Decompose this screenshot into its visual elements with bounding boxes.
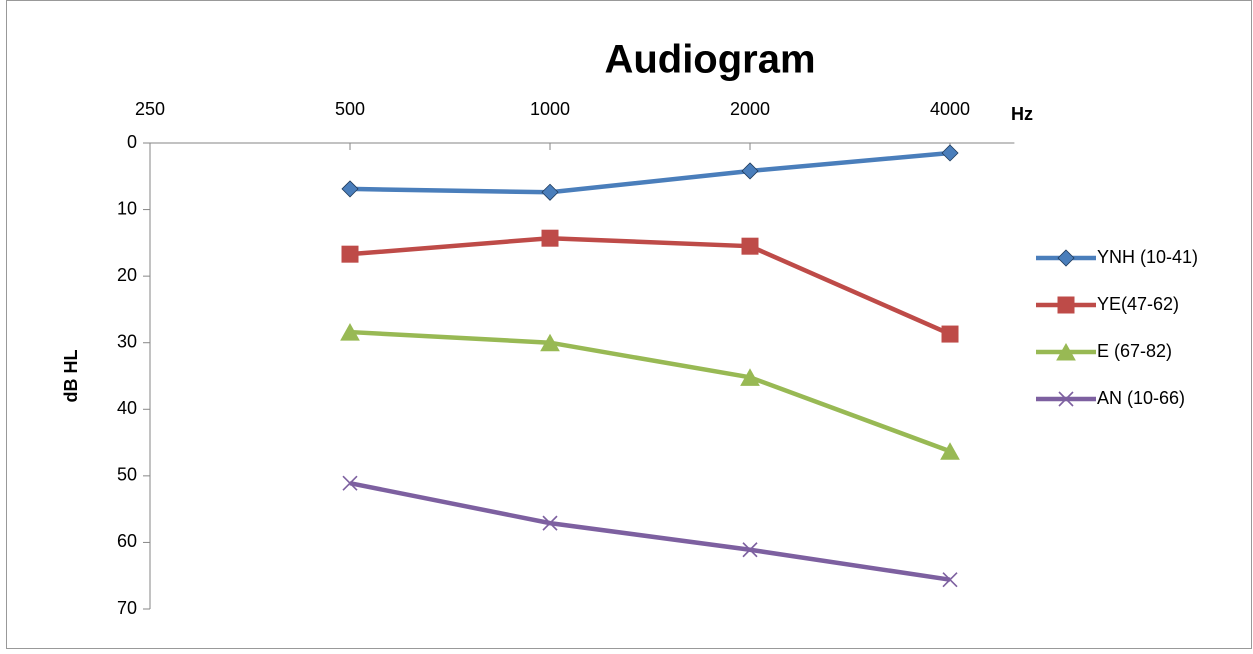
x-tick-label: 1000 bbox=[530, 99, 570, 119]
chart-border bbox=[6, 0, 1252, 649]
series-line bbox=[349, 329, 951, 454]
x-tick-label: 4000 bbox=[930, 99, 970, 119]
series-line bbox=[349, 235, 951, 337]
y-axis-label: dB HL bbox=[61, 350, 81, 403]
marker bbox=[540, 333, 560, 352]
series-line bbox=[349, 150, 951, 195]
y-tick-label: 40 bbox=[117, 398, 137, 418]
legend-label: YE(47-62) bbox=[1097, 294, 1179, 314]
marker bbox=[1056, 342, 1076, 361]
y-tick-label: 50 bbox=[117, 465, 137, 485]
legend-label: E (67-82) bbox=[1097, 341, 1172, 361]
legend: YNH (10-41) YE(47-62) E (67-82) AN (10-6… bbox=[1097, 247, 1198, 408]
marker bbox=[942, 572, 958, 588]
marker bbox=[341, 245, 359, 263]
x-tick-label: 500 bbox=[335, 99, 365, 119]
marker bbox=[740, 368, 760, 386]
y-tick-label: 10 bbox=[117, 198, 137, 218]
marker bbox=[741, 162, 759, 180]
x-axis-label: Hz bbox=[1011, 104, 1033, 124]
legend-label: AN (10-66) bbox=[1097, 388, 1185, 408]
legend-label: YNH (10-41) bbox=[1097, 247, 1198, 267]
x-tick-label: 250 bbox=[135, 99, 165, 119]
x-tick-label: 2000 bbox=[730, 99, 770, 119]
marker bbox=[341, 180, 359, 198]
marker bbox=[1057, 296, 1075, 314]
marker bbox=[1058, 391, 1074, 407]
marker bbox=[940, 442, 960, 460]
y-tick-label: 60 bbox=[117, 531, 137, 551]
marker bbox=[542, 515, 558, 531]
marker bbox=[342, 475, 358, 491]
marker bbox=[340, 323, 360, 341]
marker bbox=[541, 183, 559, 201]
marker bbox=[541, 229, 559, 247]
y-tick-label: 0 bbox=[127, 132, 137, 152]
marker bbox=[1057, 249, 1075, 267]
marker bbox=[941, 325, 959, 343]
y-tick-label: 30 bbox=[117, 331, 137, 351]
marker bbox=[742, 542, 758, 558]
y-tick-label: 70 bbox=[117, 598, 137, 618]
marker bbox=[941, 144, 959, 162]
chart-title: Audiogram bbox=[604, 38, 815, 82]
marker bbox=[741, 237, 759, 255]
series-line bbox=[349, 480, 951, 582]
y-tick-label: 20 bbox=[117, 265, 137, 285]
